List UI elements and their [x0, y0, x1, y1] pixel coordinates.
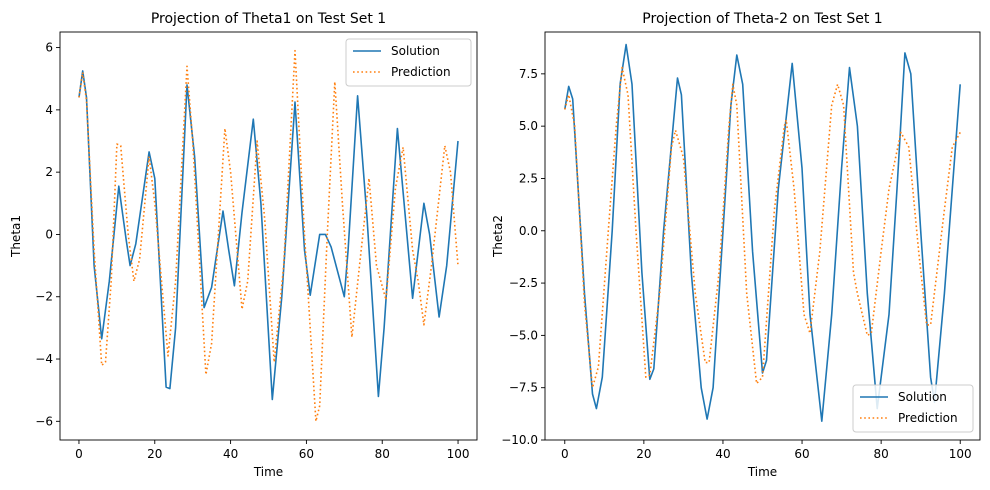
y-tick-label: 0.0	[519, 224, 538, 238]
y-tick-label: −2	[35, 290, 53, 304]
chart-1: 0 20 40 60 80 100 −6 −4 −2 0 2 4 6 Projection of Thet…	[9, 11, 478, 479]
plot-frame	[59, 31, 478, 441]
x-tick-label: 60	[794, 447, 809, 461]
y-tick-label: 7.5	[519, 67, 538, 81]
series-line-prediction	[78, 49, 459, 423]
x-tick-label: 100	[447, 447, 470, 461]
chart-title: Projection of Theta-2 on Test Set 1	[642, 11, 882, 27]
x-tick-label: 40	[223, 447, 238, 461]
legend-label-solution: Solution	[391, 44, 440, 58]
series-line-solution	[78, 70, 459, 401]
y-tick-label: −2.5	[509, 276, 538, 290]
chart-2: 0 20 40 60 80 100 −10.0 −7.5 −5.0 −2.5 0.0 2.5 5.0 7.…	[491, 11, 981, 479]
chart-title: Projection of Theta1 on Test Set 1	[151, 11, 386, 27]
y-tick-label: −4	[35, 352, 53, 366]
y-tick-label: −7.5	[509, 381, 538, 395]
y-tick-label: −5.0	[509, 328, 538, 342]
y-tick-label: 6	[45, 41, 53, 55]
y-tick-label: 5.0	[519, 119, 538, 133]
y-tick-label: 4	[45, 103, 53, 117]
y-tick-label: 2.5	[519, 171, 538, 185]
legend: Solution Prediction	[345, 38, 472, 87]
x-tick-label: 0	[75, 447, 83, 461]
y-tick-label: 2	[45, 165, 53, 179]
x-tick-label: 80	[375, 447, 390, 461]
plot-frame	[544, 31, 981, 441]
series-line-solution	[564, 43, 961, 422]
x-tick-label: 80	[873, 447, 888, 461]
legend-label-solution: Solution	[898, 390, 947, 404]
x-tick-label: 20	[147, 447, 162, 461]
y-tick-label: 0	[45, 227, 53, 241]
y-axis-label: Theta1	[9, 215, 23, 258]
x-axis-label: Time	[747, 465, 777, 479]
legend: Solution Prediction	[852, 384, 974, 433]
x-axis-label: Time	[253, 465, 283, 479]
x-tick-label: 40	[715, 447, 730, 461]
x-tick-label: 0	[561, 447, 569, 461]
legend-label-prediction: Prediction	[391, 65, 451, 79]
y-tick-label: −10.0	[501, 433, 538, 447]
x-tick-label: 60	[299, 447, 314, 461]
x-tick-label: 100	[949, 447, 972, 461]
legend-label-prediction: Prediction	[898, 411, 958, 425]
x-tick-label: 20	[636, 447, 651, 461]
y-axis-label: Theta2	[491, 215, 505, 258]
y-tick-label: −6	[35, 414, 53, 428]
